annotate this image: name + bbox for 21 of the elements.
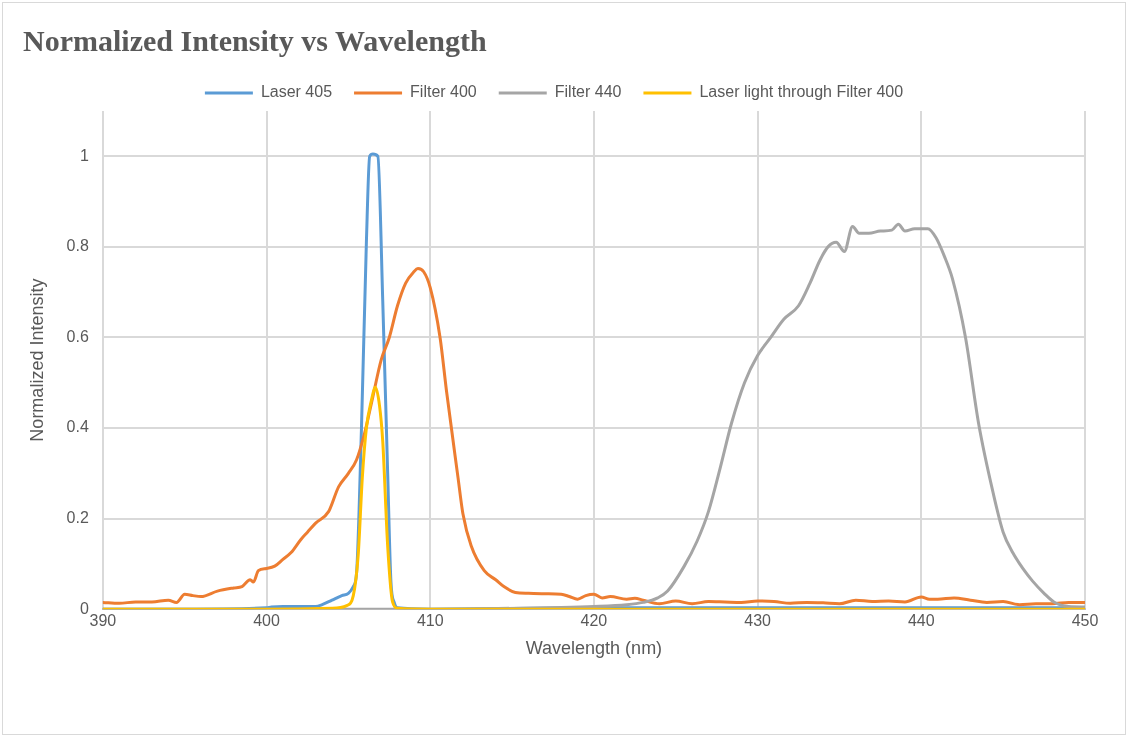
y-tick-label: 0.2	[66, 509, 89, 527]
line-series	[102, 385, 1085, 610]
x-axis-title: Wavelength (nm)	[525, 638, 663, 659]
x-tick-label: 430	[744, 612, 772, 630]
x-tick-label: 390	[89, 612, 117, 630]
y-tick-label: 0	[79, 599, 89, 617]
x-tick-label: 420	[580, 612, 608, 630]
y-tick-label: 1	[79, 146, 89, 164]
legend-label: Filter 440	[554, 83, 622, 101]
x-tick-label: 440	[907, 612, 935, 630]
y-axis-title: Normalized Intensity	[26, 278, 47, 442]
x-tick-label: 410	[416, 612, 444, 630]
legend-label: Laser 405	[260, 83, 333, 101]
y-tick-label: 0.8	[66, 237, 89, 255]
x-tick-label: 400	[253, 612, 280, 630]
legend-label: Filter 400	[410, 83, 477, 101]
x-tick-label: 450	[1071, 612, 1099, 630]
legend-label: Laser light through Filter 400	[699, 83, 904, 101]
chart-title: Normalized Intensity vs Wavelength	[23, 23, 487, 57]
y-tick-label: 0.6	[66, 327, 89, 345]
y-tick-label: 0.4	[66, 418, 89, 436]
